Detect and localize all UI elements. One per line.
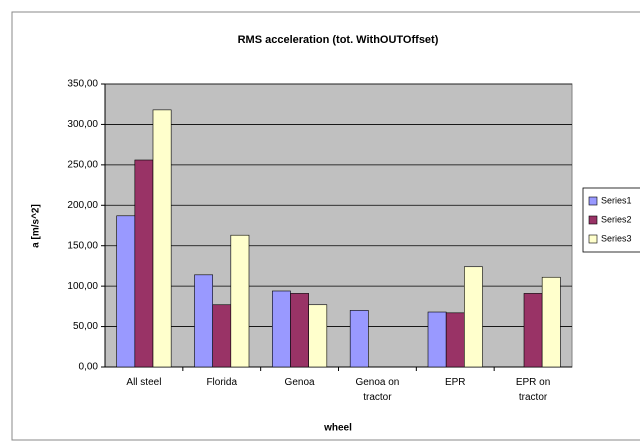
y-tick-label: 100,00 — [67, 281, 98, 292]
bar — [464, 266, 483, 368]
bar — [349, 310, 369, 368]
y-axis-label: a [m/s^2] — [31, 204, 42, 248]
x-tick-label: EPR on tractor — [515, 377, 551, 403]
legend-label: Series1 — [601, 195, 632, 205]
bar — [272, 290, 291, 368]
y-tick-label: 350,00 — [67, 79, 98, 90]
y-tick-label: 200,00 — [67, 200, 98, 211]
bar — [194, 274, 213, 368]
bar — [212, 304, 232, 368]
legend-swatch — [588, 215, 598, 225]
bar — [427, 311, 447, 368]
bar — [290, 293, 309, 368]
legend-label: Series3 — [601, 233, 632, 243]
bar — [308, 304, 328, 368]
y-tick-label: 50,00 — [73, 321, 98, 332]
bar — [116, 215, 136, 368]
plot-area — [104, 83, 573, 368]
x-tick-label: All steel — [126, 377, 162, 388]
x-tick-label: Genoa — [284, 377, 315, 388]
y-tick-label: 150,00 — [67, 240, 98, 251]
bar — [523, 293, 543, 368]
legend-swatch — [588, 196, 598, 206]
bar — [230, 234, 250, 368]
chart-title: RMS acceleration (tot. WithOUTOffset) — [238, 34, 439, 46]
bar — [152, 109, 172, 368]
legend-swatch — [588, 234, 598, 244]
bar — [134, 159, 154, 368]
x-tick-label: Genoa on tractor — [355, 377, 400, 403]
x-tick-label: EPR — [444, 377, 466, 388]
x-axis-label: wheel — [323, 423, 352, 434]
bar — [541, 276, 561, 368]
bar — [445, 312, 465, 368]
y-tick-label: 300,00 — [67, 119, 98, 130]
legend-label: Series2 — [601, 214, 632, 224]
x-tick-label: Florida — [206, 377, 238, 388]
y-tick-label: 250,00 — [67, 159, 98, 170]
y-tick-label: 0,00 — [79, 362, 99, 373]
